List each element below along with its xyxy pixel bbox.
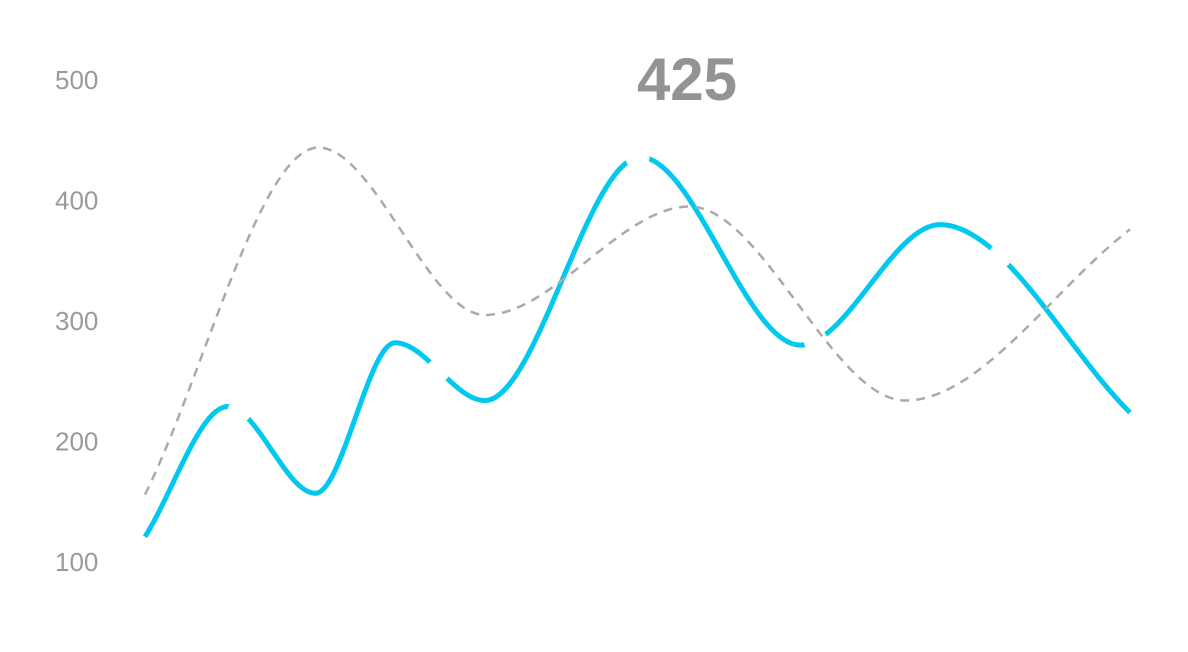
plot-area	[142, 145, 1132, 539]
y-tick-label: 400	[55, 186, 98, 216]
data-point-marker[interactable]	[227, 398, 252, 423]
highlight-value-label: 425	[637, 46, 737, 113]
data-point-marker[interactable]	[426, 358, 451, 383]
solid-series-line	[142, 154, 1132, 539]
y-tick-label: 200	[55, 427, 98, 457]
y-axis: 100 200 300 400 500	[55, 65, 98, 577]
data-point-marker[interactable]	[625, 145, 650, 170]
y-tick-label: 300	[55, 306, 98, 336]
data-point-marker[interactable]	[987, 244, 1012, 269]
data-point-marker[interactable]	[803, 328, 828, 353]
y-tick-label: 100	[55, 547, 98, 577]
dashed-series-line	[143, 146, 1131, 496]
y-tick-label: 500	[55, 65, 98, 95]
